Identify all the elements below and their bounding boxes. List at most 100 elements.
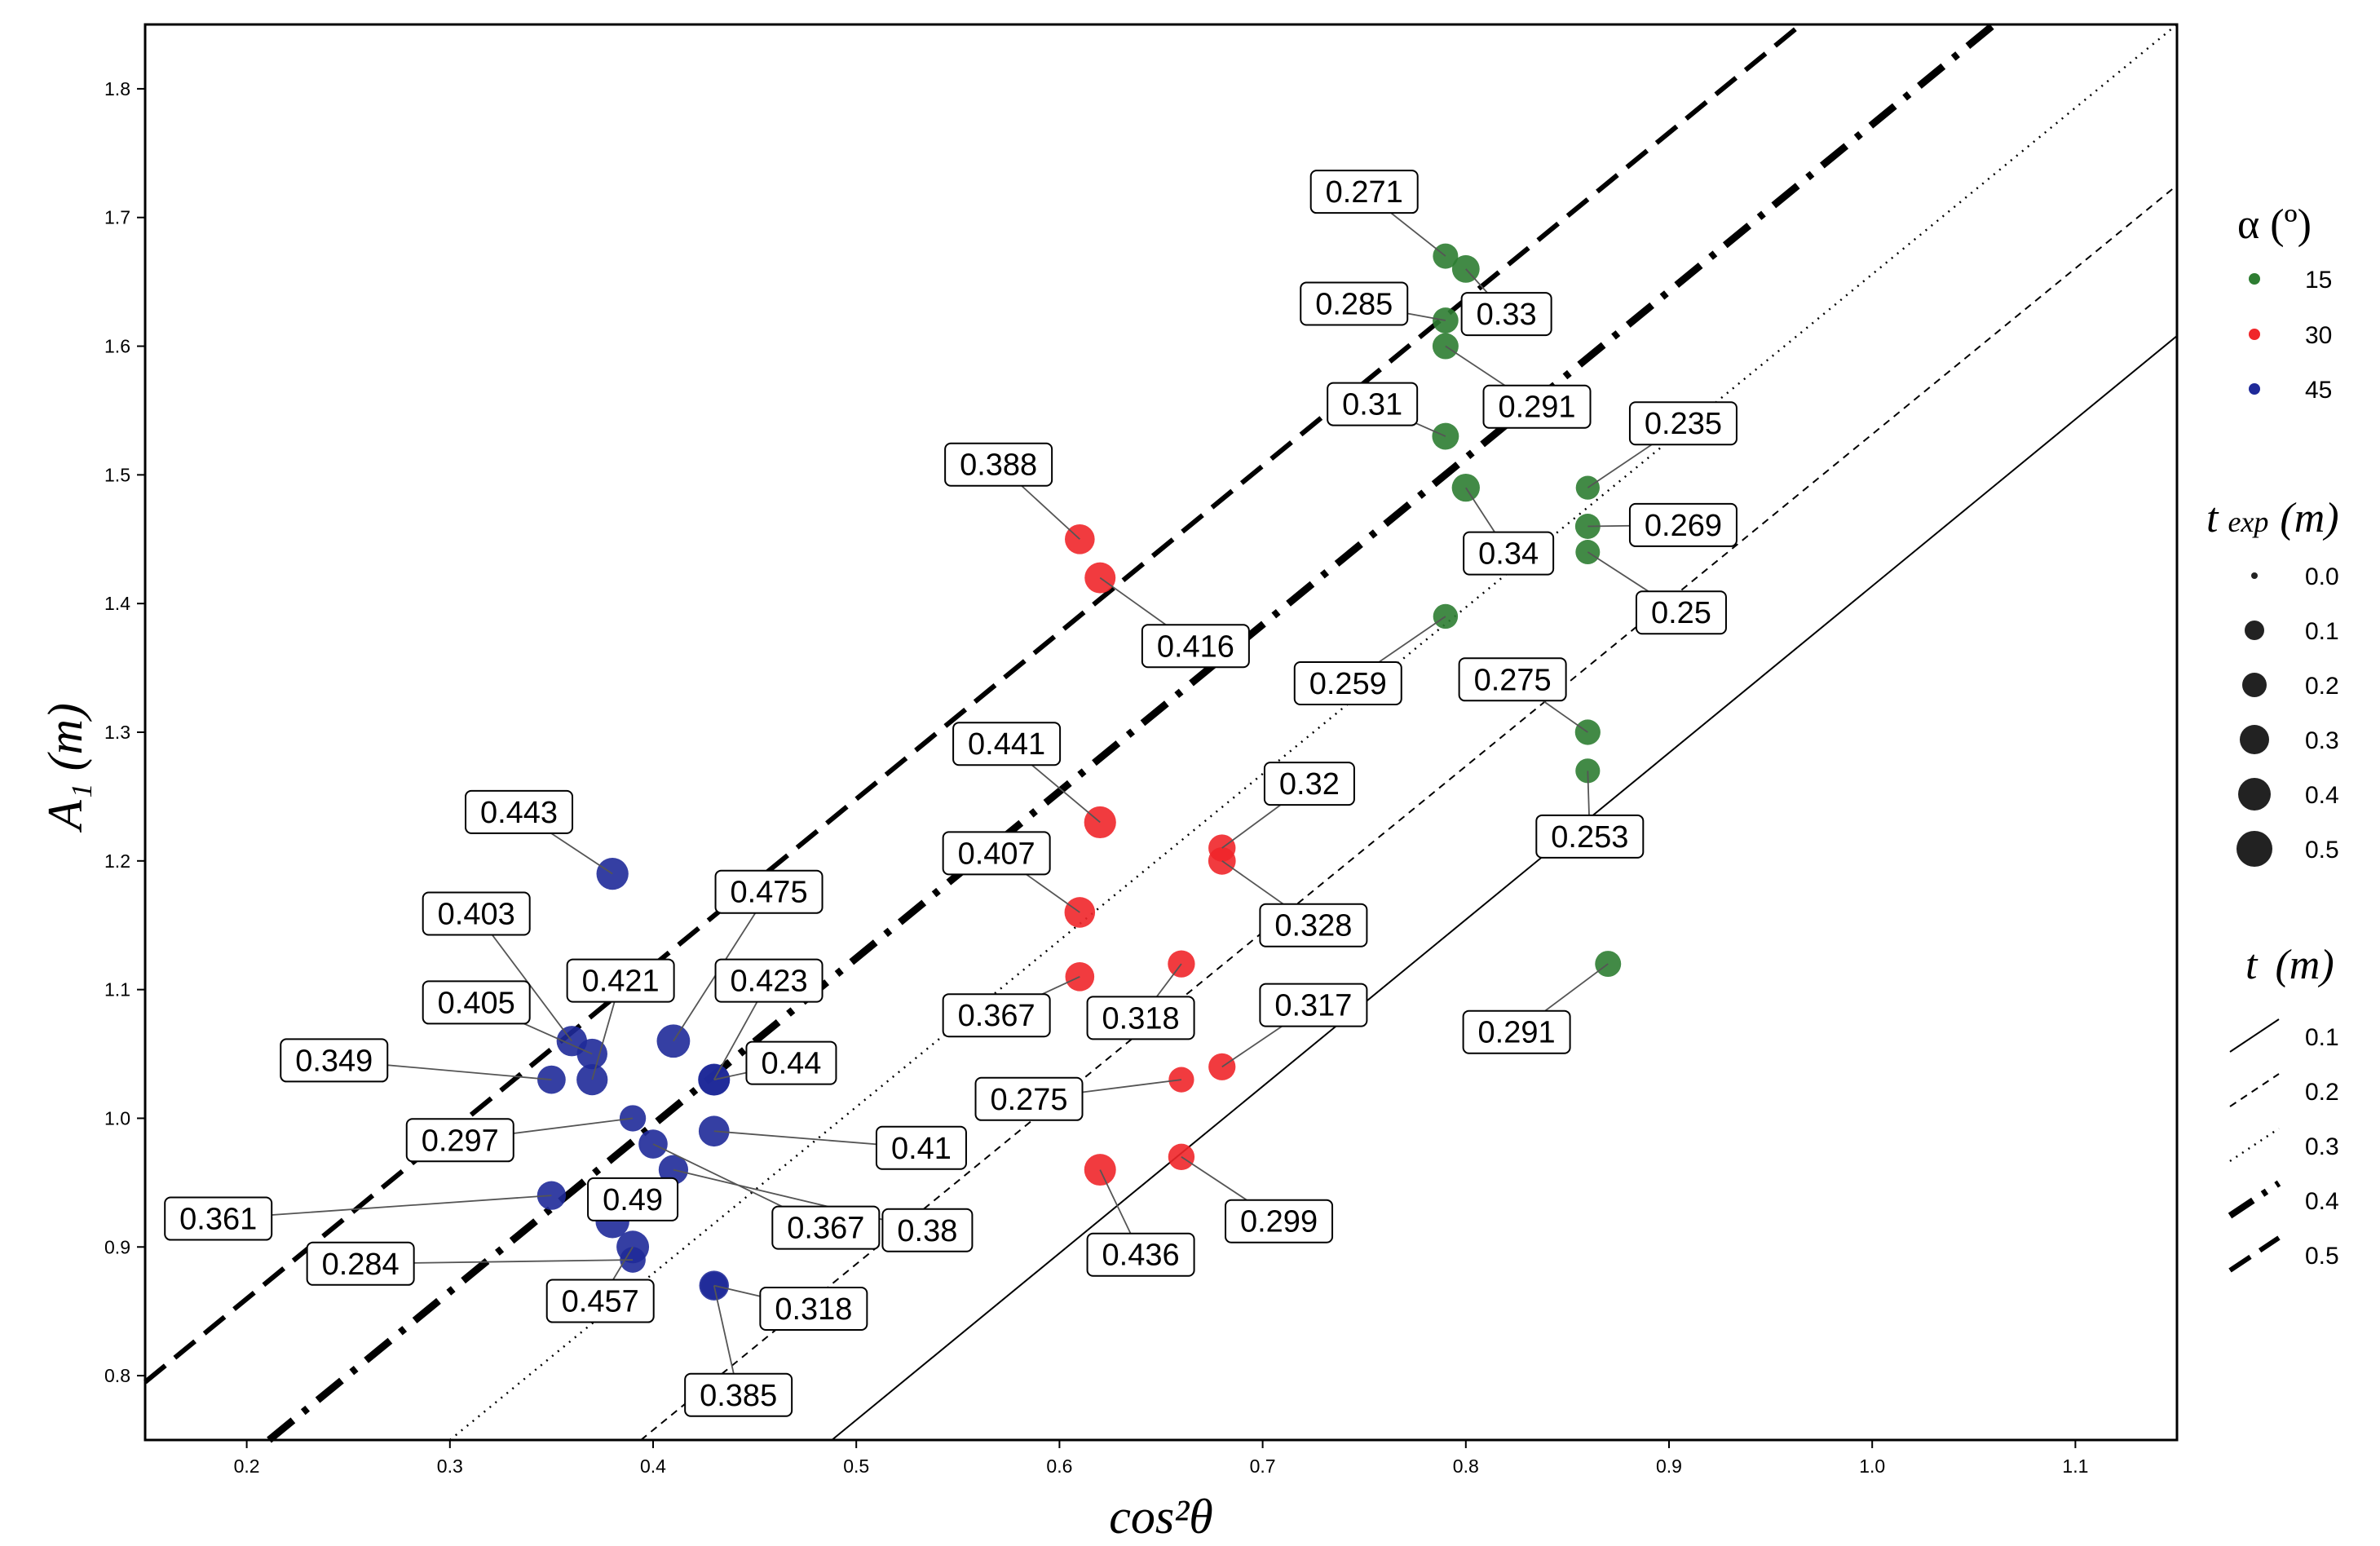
point-label: 0.259 [1293, 661, 1402, 706]
legend-texp-key-3 [2240, 725, 2269, 754]
point-label-text: 0.407 [958, 837, 1035, 871]
point-label: 0.318 [759, 1287, 868, 1332]
point-label-text: 0.253 [1551, 820, 1628, 855]
point-label-box [422, 980, 531, 1025]
point-label-text: 0.275 [990, 1083, 1067, 1117]
label-leader-line [218, 1195, 552, 1220]
point-label-text: 0.49 [603, 1183, 663, 1217]
point-label-text: 0.291 [1478, 1016, 1556, 1050]
point-label-box [745, 1040, 837, 1085]
x-tick-label: 0.4 [640, 1455, 666, 1477]
legend-t-label-3: 0.4 [2305, 1188, 2339, 1215]
y-tick-label: 1.0 [104, 1107, 130, 1129]
legend-texp-key-4 [2238, 778, 2271, 811]
y-tick-label: 0.9 [104, 1236, 130, 1257]
point-label: 0.285 [1300, 281, 1409, 326]
point-label-text: 0.285 [1315, 287, 1393, 321]
point-label-text: 0.269 [1645, 509, 1722, 543]
reference-line-t-0.4 [267, 21, 1997, 1443]
point-label: 0.275 [974, 1076, 1084, 1121]
point-label-box [405, 1118, 514, 1163]
point-label: 0.405 [422, 980, 531, 1025]
reference-line-t-0.3 [449, 24, 2178, 1441]
point-label-box [1259, 983, 1368, 1027]
point-label-text: 0.38 [897, 1214, 957, 1248]
x-tick-label: 0.7 [1250, 1455, 1276, 1477]
legend-t-label-1: 0.2 [2305, 1079, 2339, 1106]
point-label: 0.361 [164, 1196, 273, 1241]
legend-texp-label-3: 0.3 [2305, 727, 2339, 754]
data-point-alpha-15 [1574, 514, 1601, 539]
legend-texp-key-1 [2245, 621, 2264, 640]
point-label: 0.25 [1635, 590, 1727, 635]
data-point-alpha-30 [1064, 897, 1096, 928]
point-label-box [714, 869, 824, 914]
point-label: 0.31 [1327, 382, 1419, 426]
point-label: 0.291 [1482, 384, 1592, 429]
point-label-text: 0.475 [730, 876, 807, 910]
legend-t-key-3 [2228, 1180, 2281, 1219]
point-label: 0.284 [306, 1241, 415, 1286]
point-label: 0.407 [942, 831, 1051, 876]
point-label-box [164, 1196, 273, 1241]
point-label-text: 0.388 [960, 448, 1037, 483]
point-label-box [422, 891, 531, 936]
point-label-box [1300, 281, 1409, 326]
point-label-text: 0.457 [562, 1285, 639, 1319]
point-label-text: 0.361 [179, 1203, 257, 1237]
point-label-text: 0.318 [775, 1292, 852, 1327]
point-label-box [1309, 170, 1419, 214]
x-tick-label: 0.9 [1656, 1455, 1682, 1477]
point-label-text: 0.367 [787, 1212, 864, 1246]
point-label-box [1460, 292, 1552, 337]
point-label-text: 0.297 [422, 1124, 499, 1158]
point-label: 0.436 [1086, 1232, 1195, 1277]
legend-alpha-label-1: 30 [2305, 322, 2332, 349]
point-label: 0.271 [1309, 170, 1419, 214]
data-point-alpha-15 [1432, 422, 1459, 450]
point-label: 0.317 [1259, 983, 1368, 1027]
legend-texp-key-2 [2242, 673, 2267, 697]
point-label-text: 0.403 [438, 898, 515, 932]
point-label-text: 0.271 [1326, 175, 1403, 210]
point-label-box [545, 1279, 655, 1323]
legend-t-key-0 [2229, 1018, 2280, 1053]
point-label: 0.291 [1462, 1009, 1571, 1054]
point-label-text: 0.416 [1157, 629, 1234, 664]
point-label: 0.33 [1460, 292, 1552, 337]
point-label-text: 0.421 [582, 965, 660, 999]
y-tick-label: 1.8 [104, 78, 130, 99]
point-label: 0.388 [944, 442, 1053, 487]
y-tick-label: 1.5 [104, 464, 130, 485]
point-label-box [1086, 1232, 1195, 1277]
legend-alpha-key-1 [2249, 329, 2260, 340]
point-label-text: 0.31 [1342, 388, 1402, 422]
point-label-box [974, 1076, 1084, 1121]
legend-texp-label-5: 0.5 [2305, 837, 2339, 864]
y-tick-label: 1.3 [104, 722, 130, 743]
legend-alpha-label-0: 15 [2305, 267, 2332, 294]
point-label-text: 0.259 [1309, 667, 1387, 701]
point-label-box [1458, 657, 1567, 702]
point-label: 0.41 [875, 1125, 967, 1170]
point-label-text: 0.275 [1474, 663, 1552, 697]
point-label: 0.32 [1263, 762, 1355, 806]
point-label-text: 0.443 [480, 796, 558, 830]
point-label-box [1259, 903, 1368, 947]
point-label-box [1535, 814, 1645, 859]
legend-t-key-1 [2229, 1073, 2280, 1107]
point-label-box [684, 1372, 793, 1417]
point-label: 0.297 [405, 1118, 514, 1163]
point-label: 0.416 [1141, 624, 1250, 669]
y-tick-label: 1.4 [104, 593, 130, 614]
point-label: 0.367 [771, 1205, 881, 1250]
point-label: 0.49 [587, 1177, 679, 1221]
data-point-alpha-45 [596, 857, 629, 890]
point-label-text: 0.423 [730, 965, 807, 999]
point-label-box [944, 442, 1053, 487]
point-label: 0.44 [745, 1040, 837, 1085]
point-label-text: 0.328 [1274, 909, 1352, 943]
point-label: 0.235 [1628, 401, 1738, 446]
y-tick-label: 1.1 [104, 979, 130, 1000]
